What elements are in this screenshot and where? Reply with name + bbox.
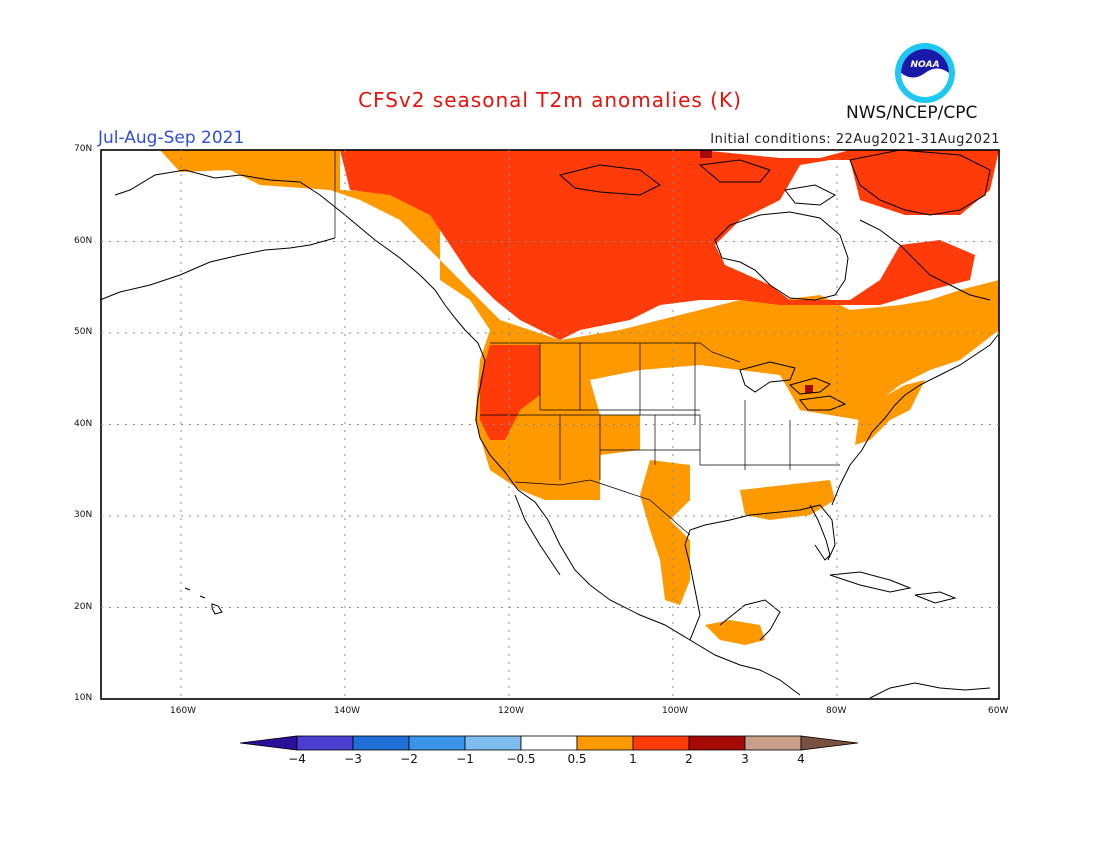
colorbar-tick-label: −0.5	[506, 752, 536, 766]
colorbar-tick-label: 4	[797, 752, 805, 766]
longitude-label: 140W	[334, 706, 361, 716]
coastline-baja	[514, 494, 561, 576]
coastline-south-america	[869, 682, 991, 699]
anomaly-cell	[805, 385, 813, 393]
coastline-east	[831, 334, 999, 506]
coastline-yucatan	[719, 599, 781, 641]
anomaly-region	[480, 345, 540, 440]
longitude-label: 120W	[498, 706, 525, 716]
colorbar-tick-label: 3	[741, 752, 749, 766]
anomaly-region	[855, 380, 925, 445]
border-us-mexico	[514, 479, 691, 536]
anomaly-region	[705, 620, 765, 645]
agency-label: NWS/NCEP/CPC	[846, 103, 978, 123]
colorbar-tick-label: 2	[685, 752, 693, 766]
coastline-hudson-bay	[714, 211, 849, 301]
colorbar-tick-label: −2	[400, 752, 418, 766]
latitude-label: 60N	[74, 235, 93, 246]
border-us-canada	[490, 342, 741, 363]
colorbar-tick-label: 0.5	[567, 752, 587, 766]
latitude-label: 70N	[74, 144, 93, 154]
latitude-label: 40N	[74, 418, 93, 429]
coastlines	[99, 149, 999, 699]
colorbar-tick-label: −1	[456, 752, 474, 766]
longitude-label: 100W	[662, 706, 689, 716]
coastline-florida	[809, 504, 831, 561]
graticule	[101, 150, 999, 699]
longitude-label: 80W	[826, 706, 847, 716]
anomaly-region	[340, 150, 999, 340]
noaa-logo: NOAA	[895, 43, 955, 103]
coastline-west	[114, 169, 591, 586]
coastline-gulf	[684, 504, 836, 641]
coastline-arctic	[558, 159, 836, 206]
latitude-label: 20N	[74, 601, 93, 612]
anomaly-region	[640, 460, 690, 605]
longitude-label: 60W	[988, 706, 1009, 716]
colorbar-tick-label: 1	[629, 752, 637, 766]
latitude-label: 30N	[74, 510, 93, 520]
colorbar-tick-label: −3	[344, 752, 362, 766]
latitude-label: 10N	[74, 693, 93, 703]
coastline-labrador	[859, 219, 991, 301]
anomaly-grid	[160, 150, 999, 645]
political-borders	[334, 150, 840, 536]
longitude-label: 160W	[170, 706, 197, 716]
season-label: Jul-Aug-Sep 2021	[98, 128, 245, 148]
coastline-alaska-south	[99, 237, 336, 301]
coastline-greenland	[849, 149, 991, 216]
initial-conditions-label: Initial conditions: 22Aug2021-31Aug2021	[710, 132, 1000, 147]
state-lines	[480, 343, 840, 480]
map-title: CFSv2 seasonal T2m anomalies (K)	[358, 88, 742, 112]
latitude-label: 50N	[74, 327, 93, 337]
anomaly-cell	[700, 150, 712, 158]
coastline-hispaniola	[914, 591, 957, 604]
noaa-logo-text: NOAA	[910, 60, 939, 70]
anomaly-region	[740, 480, 835, 520]
coastline-cuba	[829, 571, 912, 593]
coastline-hawaii	[184, 587, 223, 615]
anomaly-region	[160, 150, 999, 500]
colorbar-tick-label: −4	[288, 752, 306, 766]
coastline-mexico	[589, 584, 801, 696]
